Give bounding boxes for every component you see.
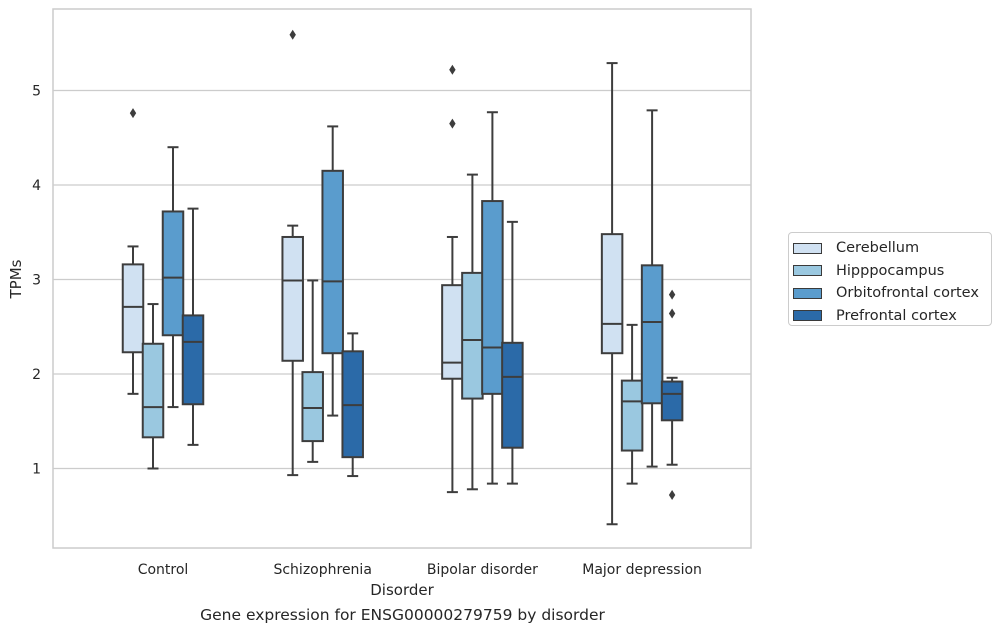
iqr-box xyxy=(121,263,145,354)
outlier-point xyxy=(668,489,676,500)
legend-swatch-prefrontal-cortex xyxy=(793,310,822,322)
x-tick-label: Major depression xyxy=(582,562,702,578)
box-orbitofrontal-cortex xyxy=(640,109,664,468)
outlier-point xyxy=(668,289,676,300)
legend-label-orbitofrontal-cortex: Orbitofrontal cortex xyxy=(836,285,979,302)
legend-label-prefrontal-cortex: Prefrontal cortex xyxy=(836,307,957,324)
outlier-point xyxy=(449,64,456,75)
box-prefrontal-cortex xyxy=(501,220,524,485)
legend-swatch-cerebellum xyxy=(793,242,822,254)
legend-item-prefrontal-cortex: Prefrontal cortex xyxy=(793,305,991,328)
legend-swatch-hippocampus xyxy=(793,265,822,277)
legend-swatch-orbitofrontal-cortex xyxy=(793,287,822,299)
iqr-box xyxy=(321,169,344,355)
figure-caption: Gene expression for ENSG00000279759 by d… xyxy=(200,606,605,624)
y-tick-label: 4 xyxy=(32,178,41,194)
iqr-box xyxy=(181,314,205,406)
box-hipppocampus xyxy=(141,303,165,470)
outlier-point xyxy=(289,29,296,40)
legend: Cerebellum Hipppocampus Orbitofrontal co… xyxy=(788,232,992,326)
iqr-box xyxy=(301,371,324,443)
x-tick-label: Bipolar disorder xyxy=(427,562,538,578)
x-axis-title: Disorder xyxy=(370,581,434,599)
legend-item-hippocampus: Hipppocampus xyxy=(793,260,991,283)
iqr-box xyxy=(281,235,304,362)
x-tick-label: Schizophrenia xyxy=(273,562,371,578)
iqr-box xyxy=(620,379,644,452)
y-tick-label: 5 xyxy=(32,84,41,100)
y-tick-label: 1 xyxy=(32,462,41,478)
box-prefrontal-cortex xyxy=(341,332,364,478)
box-cerebellum xyxy=(600,62,624,526)
outlier-point xyxy=(449,118,456,129)
iqr-box xyxy=(141,342,165,439)
box-hipppocampus xyxy=(301,279,324,463)
box-hipppocampus xyxy=(620,323,644,485)
tick-labels-layer: 1 2 3 4 5 Control Schizophrenia Bipolar disorde… xyxy=(32,84,702,579)
box-cerebellum xyxy=(441,64,464,494)
iqr-box xyxy=(481,200,504,395)
box-orbitofrontal-cortex xyxy=(321,125,344,417)
legend-label-hippocampus: Hipppocampus xyxy=(836,262,945,279)
box-prefrontal-cortex xyxy=(181,207,205,446)
iqr-box xyxy=(660,380,684,422)
y-axis-title: TPMs xyxy=(7,259,25,299)
box-prefrontal-cortex xyxy=(660,289,684,500)
y-tick-label: 2 xyxy=(32,367,41,383)
iqr-box xyxy=(600,233,624,355)
outlier-point xyxy=(129,108,137,119)
iqr-box xyxy=(441,284,464,380)
y-tick-label: 3 xyxy=(32,273,41,289)
plot-area-frame xyxy=(52,8,752,549)
box-orbitofrontal-cortex xyxy=(481,111,504,485)
legend-item-cerebellum: Cerebellum xyxy=(793,237,991,260)
box-hipppocampus xyxy=(461,173,484,491)
iqr-box xyxy=(501,341,524,449)
x-tick-label: Control xyxy=(138,562,189,578)
iqr-box xyxy=(640,264,664,405)
legend-item-orbitofrontal-cortex: Orbitofrontal cortex xyxy=(793,282,991,305)
boxes-layer xyxy=(121,29,684,526)
iqr-box xyxy=(161,210,185,337)
box-orbitofrontal-cortex xyxy=(161,146,185,409)
box-cerebellum xyxy=(121,108,145,395)
iqr-box xyxy=(461,271,484,400)
outlier-point xyxy=(668,308,676,319)
legend-label-cerebellum: Cerebellum xyxy=(836,240,920,257)
box-cerebellum xyxy=(281,29,304,477)
